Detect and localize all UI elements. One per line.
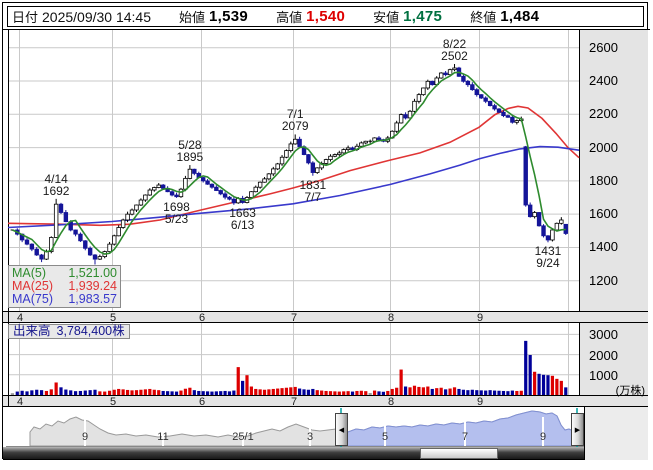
annotation-line: 2079 xyxy=(281,119,309,134)
annotation-line: 1895 xyxy=(176,150,204,165)
ma-legend: MA(5) 1,521.00 MA(25) 1,939.24 MA(75) 1,… xyxy=(8,265,121,308)
ma5-label: MA(5) xyxy=(12,266,47,280)
ma25-legend-row: MA(25) 1,939.24 xyxy=(12,280,117,293)
month-label-volume: 9 xyxy=(477,396,484,408)
ma75-label: MA(75) xyxy=(12,292,53,306)
quote-header: 日付 2025/09/30 14:45 始値 1,539 高値 1,540 安値… xyxy=(7,6,644,27)
ma5-value: 1,521.00 xyxy=(68,266,117,280)
price-axis-panel xyxy=(579,29,648,311)
nav-month-label: 5 xyxy=(381,431,389,443)
price-annotation: 8/22 2502 xyxy=(441,38,468,62)
nav-month-label: 11 xyxy=(157,431,169,443)
annotation-line: 5/23 xyxy=(164,211,189,226)
nav-month-label: 3 xyxy=(306,431,314,443)
price-axis-label: 2400 xyxy=(589,72,618,88)
right-arrow-icon: ▶ xyxy=(574,426,581,434)
date-label: 日付 xyxy=(12,10,39,25)
outer-frame xyxy=(2,2,648,459)
open-value: 1,539 xyxy=(209,8,249,25)
price-axis-label: 2200 xyxy=(589,106,618,122)
month-label-price: 9 xyxy=(477,312,484,324)
nav-month-label: 7 xyxy=(461,431,469,443)
annotation-line: 8/22 xyxy=(442,37,467,51)
volume-axis-label: 1000 xyxy=(589,367,618,383)
x-axis-strip-price xyxy=(3,311,648,323)
price-annotation: 1698 5/23 xyxy=(163,201,190,225)
price-annotation: 5/28 1895 xyxy=(177,139,204,163)
ma5-legend-row: MA(5) 1,521.00 xyxy=(12,267,117,280)
annotation-line: 2502 xyxy=(441,49,468,63)
ma75-legend-row: MA(75) 1,983.57 xyxy=(12,293,117,306)
annotation-line: 1692 xyxy=(42,183,70,198)
price-annotation: 1831 7/7 xyxy=(299,179,326,203)
ma25-value: 1,939.24 xyxy=(68,279,117,293)
month-label-price: 8 xyxy=(388,312,395,324)
month-label-price: 7 xyxy=(291,312,298,324)
month-label-volume: 6 xyxy=(199,396,206,408)
price-annotation: 1663 6/13 xyxy=(229,207,256,231)
annotation-line: 9/24 xyxy=(536,256,560,271)
price-axis-label: 1400 xyxy=(589,239,618,255)
month-label-price: 6 xyxy=(199,312,206,324)
month-label-volume: 4 xyxy=(17,396,24,408)
volume-value: 3,784,400株 xyxy=(56,324,125,338)
scrollbar-thumb[interactable] xyxy=(420,448,498,459)
price-annotation: 7/1 2079 xyxy=(282,108,309,132)
volume-axis-label: 2000 xyxy=(589,347,618,363)
volume-readout: 出来高 3,784,400株 xyxy=(8,324,130,339)
low-value: 1,475 xyxy=(403,8,443,25)
month-label-volume: 7 xyxy=(291,396,298,408)
month-label-price: 5 xyxy=(110,312,117,324)
navigator-right-panel xyxy=(584,407,648,460)
ma75-value: 1,983.57 xyxy=(68,292,117,306)
open-label: 始値 xyxy=(179,10,206,25)
month-label-price: 4 xyxy=(17,312,24,324)
close-label: 終値 xyxy=(470,10,497,25)
date-value: 2025/09/30 14:45 xyxy=(42,8,152,25)
annotation-line: 7/7 xyxy=(304,189,322,204)
annotation-line: 6/13 xyxy=(230,217,255,232)
low-label: 安値 xyxy=(373,10,400,25)
high-label: 高値 xyxy=(276,10,303,25)
volume-axis-panel xyxy=(579,323,648,395)
close-value: 1,484 xyxy=(500,8,540,25)
month-label-volume: 8 xyxy=(388,396,395,408)
volume-label: 出来高 xyxy=(13,324,51,338)
price-annotation: 1431 9/24 xyxy=(535,245,562,269)
range-handle-left[interactable]: ◀ xyxy=(335,413,348,446)
volume-unit-label: (万株) xyxy=(615,385,645,397)
left-arrow-icon: ◀ xyxy=(338,426,345,434)
price-annotation: 4/14 1692 xyxy=(43,173,70,197)
price-axis-label: 1200 xyxy=(589,272,618,288)
nav-month-label: 9 xyxy=(81,431,89,443)
ma25-label: MA(25) xyxy=(12,279,53,293)
range-handle-right[interactable]: ▶ xyxy=(571,413,584,446)
month-label-volume: 5 xyxy=(110,396,117,408)
nav-month-label: 9 xyxy=(539,431,547,443)
high-value: 1,540 xyxy=(306,8,346,25)
nav-month-label: 25/1 xyxy=(232,431,254,443)
x-axis-strip-volume xyxy=(3,395,648,407)
volume-axis-label: 3000 xyxy=(589,327,618,343)
price-axis-label: 1600 xyxy=(589,206,618,222)
price-axis-label: 2000 xyxy=(589,139,618,155)
price-axis-label: 2600 xyxy=(589,39,618,55)
price-axis-label: 1800 xyxy=(589,172,618,188)
